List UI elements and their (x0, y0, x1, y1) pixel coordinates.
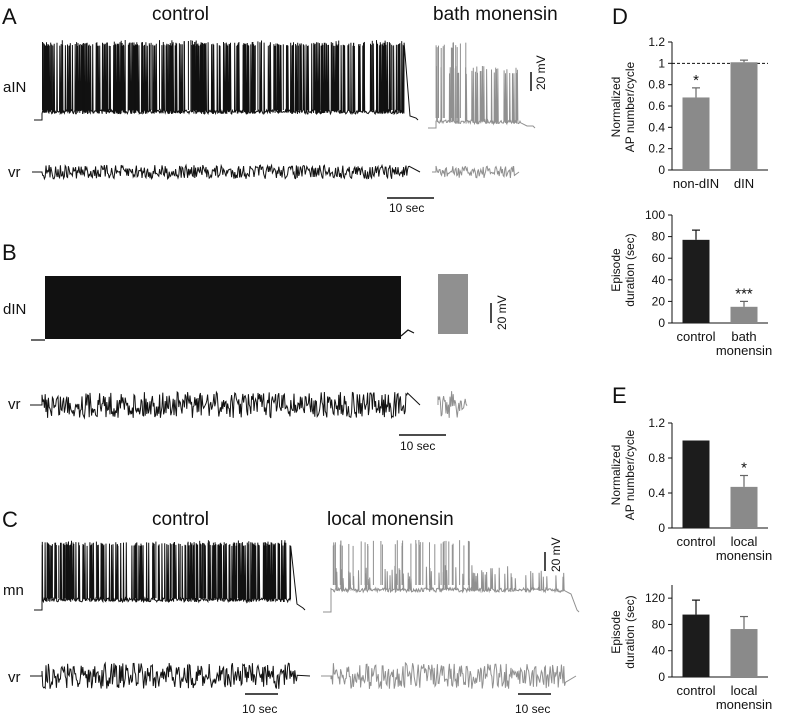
x-category-label: non-dIN (673, 176, 719, 191)
trace-group-b (30, 274, 468, 420)
vr-label-a: vr (8, 164, 21, 181)
y-tick-label: 0.4 (648, 486, 665, 500)
y-tick-label: 100 (645, 208, 665, 222)
y-axis-label: Episode (609, 610, 623, 654)
bar-e2-1 (730, 629, 758, 677)
y-tick-label: 0.8 (648, 451, 665, 465)
y-tick-label: 80 (652, 617, 666, 631)
cell-label-ain: aIN (3, 79, 26, 96)
y-axis-label: duration (sec) (623, 595, 637, 668)
trace-mn-control (34, 541, 306, 611)
y-tick-label: 0 (658, 163, 665, 177)
vr-label-b: vr (8, 396, 21, 413)
y-axis-label: AP number/cycle (623, 429, 637, 520)
voltage-scale-label-c: 20 mV (549, 537, 563, 572)
y-tick-label: 80 (652, 230, 666, 244)
trace-ain-control (34, 41, 419, 121)
panel-b: B dIN vr 20 mV 10 sec (2, 240, 509, 453)
time-scale-label-c-local: 10 sec (515, 702, 550, 716)
panel-letter-d: D (612, 4, 628, 29)
panel-a-condition-control: control (152, 4, 209, 25)
y-tick-label: 1 (658, 56, 665, 70)
bar-d1-0 (682, 97, 710, 170)
bar-e1-1 (730, 486, 758, 528)
time-scale-label-c-control: 10 sec (242, 702, 277, 716)
trace-vr-c-control (30, 661, 311, 690)
x-category-label: control (676, 534, 715, 549)
significance-label: * (741, 460, 747, 477)
x-category-label: monensin (716, 343, 772, 358)
y-axis-label: duration (sec) (623, 233, 637, 306)
y-tick-label: 0.2 (648, 142, 665, 156)
voltage-scale-label-a: 20 mV (534, 55, 548, 90)
y-axis-label: Normalized (609, 445, 623, 506)
trace-vr-c-local (321, 661, 577, 690)
x-category-label: local (731, 683, 758, 698)
trace-group-c (30, 540, 580, 690)
bar-e1-0 (682, 440, 710, 528)
y-tick-label: 0 (658, 521, 665, 535)
y-tick-label: 0.4 (648, 120, 665, 134)
significance-label: * (693, 72, 699, 89)
panel-c: C control local monensin mn vr 20 mV 10 … (2, 507, 580, 716)
y-axis-label: AP number/cycle (623, 61, 637, 152)
panel-a: A control bath monensin aIN vr 20 mV 10 … (2, 4, 558, 215)
panel-letter-c: C (2, 507, 18, 532)
y-axis-label: Normalized (609, 77, 623, 138)
trace-vr-a-bath (432, 165, 520, 179)
time-scale-label-a: 10 sec (389, 201, 424, 215)
bar-e2-0 (682, 614, 710, 677)
y-tick-label: 0 (658, 670, 665, 684)
y-tick-label: 1.2 (648, 35, 665, 49)
time-scale-label-b: 10 sec (400, 439, 435, 453)
bar-d1-1 (730, 62, 758, 171)
x-category-label: control (676, 683, 715, 698)
voltage-scale-label-b: 20 mV (495, 295, 509, 330)
y-tick-label: 20 (652, 294, 666, 308)
cell-label-mn: mn (3, 582, 24, 599)
trace-vr-a-control (32, 163, 421, 181)
y-tick-label: 0.6 (648, 99, 665, 113)
trace-ain-bath (428, 65, 536, 129)
y-tick-label: 60 (652, 251, 666, 265)
panel-a-condition-bath-monensin: bath monensin (433, 4, 558, 25)
trace-din-control (45, 276, 401, 339)
trace-group-a (32, 40, 536, 181)
trace-vr-b-control (30, 390, 421, 420)
trace-vr-b-bath (437, 391, 468, 418)
panel-letter-e: E (612, 383, 627, 408)
panel-letter-a: A (2, 4, 17, 29)
y-tick-label: 120 (645, 591, 665, 605)
panel-c-condition-local-monensin: local monensin (327, 509, 454, 530)
x-category-label: dIN (734, 176, 754, 191)
panel-c-condition-control: control (152, 509, 209, 530)
bar-d2-1 (730, 306, 758, 323)
vr-label-c: vr (8, 669, 21, 686)
x-category-label: monensin (716, 548, 772, 563)
y-axis-label: Episode (609, 248, 623, 292)
significance-label: *** (735, 285, 753, 302)
y-tick-label: 40 (652, 273, 666, 287)
x-category-label: bath (731, 329, 756, 344)
bar-d2-0 (682, 239, 710, 323)
y-tick-label: 40 (652, 644, 666, 658)
x-category-label: control (676, 329, 715, 344)
trace-din-control-ends (31, 329, 415, 341)
y-tick-label: 0 (658, 316, 665, 330)
y-tick-label: 0.8 (648, 78, 665, 92)
panel-letter-b: B (2, 240, 17, 265)
trace-din-bath (438, 274, 468, 334)
cell-label-din: dIN (3, 301, 26, 318)
x-category-label: monensin (716, 697, 772, 712)
y-tick-label: 1.2 (648, 416, 665, 430)
chart-d1: 0 0.2 0.4 0.6 0.8 1 1.2 * non-dIN dIN Normalized AP… (609, 35, 768, 191)
x-category-label: local (731, 534, 758, 549)
